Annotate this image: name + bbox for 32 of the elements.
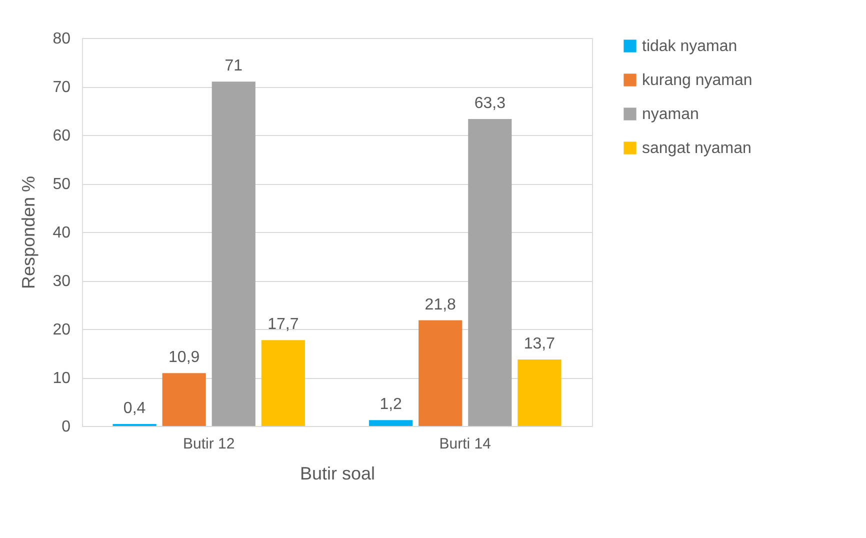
y-axis-title: Responden % xyxy=(18,176,39,290)
legend-label: nyaman xyxy=(642,106,699,123)
data-label: 63,3 xyxy=(474,94,506,112)
x-tick-label: Burti 14 xyxy=(439,436,491,452)
data-label: 1,2 xyxy=(380,396,402,414)
bar xyxy=(369,420,413,426)
y-tick-label: 30 xyxy=(52,273,71,290)
data-label: 71 xyxy=(224,58,243,75)
bar xyxy=(518,360,562,426)
x-axis-title: Butir soal xyxy=(300,464,376,484)
data-label: 10,9 xyxy=(168,349,200,366)
y-tick-label: 40 xyxy=(52,224,71,242)
data-label: 21,8 xyxy=(424,296,456,314)
legend-label: sangat nyaman xyxy=(642,140,752,157)
y-tick-label: 70 xyxy=(52,79,71,96)
bar xyxy=(212,82,256,426)
data-label: 17,7 xyxy=(268,316,299,334)
y-tick-label: 60 xyxy=(52,128,71,144)
y-tick-label: 80 xyxy=(52,30,71,48)
y-tick-label: 10 xyxy=(52,370,71,387)
data-label: 13,7 xyxy=(524,336,556,353)
y-tick-label: 0 xyxy=(62,418,71,436)
bar xyxy=(162,373,206,426)
x-tick-label: Butir 12 xyxy=(183,436,235,452)
bar xyxy=(261,340,305,426)
y-tick-label: 20 xyxy=(52,322,71,338)
legend-label: tidak nyaman xyxy=(642,38,738,55)
data-label: 0,4 xyxy=(123,400,146,418)
bar xyxy=(468,118,512,426)
legend-label: kurang nyaman xyxy=(642,72,752,89)
y-tick-label: 50 xyxy=(52,176,71,193)
bar xyxy=(418,320,462,426)
